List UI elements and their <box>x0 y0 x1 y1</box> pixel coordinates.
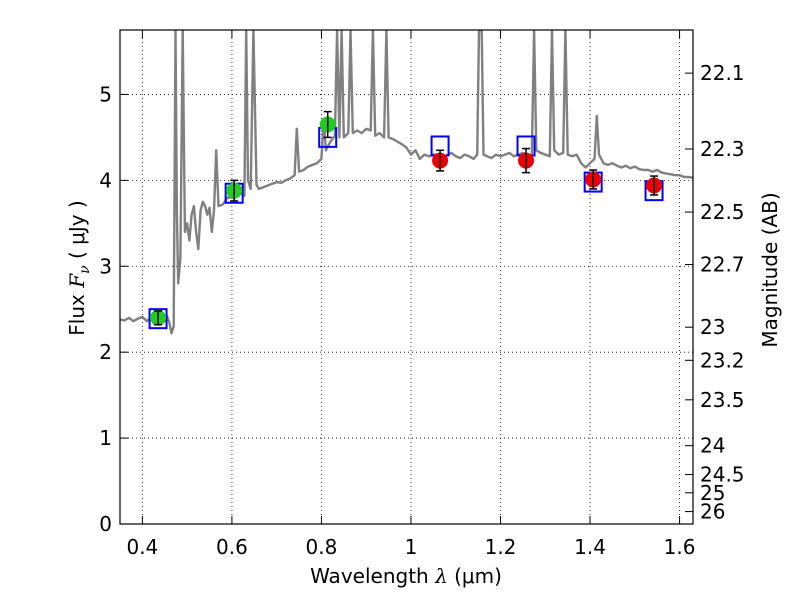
x-axis-label: Wavelength λ (μm) <box>310 564 502 588</box>
y-tick-label-1: 1 <box>99 426 112 450</box>
x-tick-label-4: 1.2 <box>485 535 517 559</box>
observed-flux-points <box>150 110 663 326</box>
y-tick-label-2: 2 <box>99 340 112 364</box>
x-tick-label-1: 0.6 <box>216 535 248 559</box>
y-tick-label-0: 0 <box>99 512 112 536</box>
grid-lines <box>120 30 693 525</box>
model-flux-boxes <box>148 126 664 330</box>
y-tick-label-5: 5 <box>99 82 112 106</box>
plot-frame <box>119 29 694 525</box>
magnitude-tick-label-3: 22.7 <box>700 253 745 277</box>
y-tick-label-4: 4 <box>99 168 112 192</box>
magnitude-tick-label-2: 22.5 <box>700 200 745 224</box>
x-tick-label-0: 0.4 <box>126 535 158 559</box>
x-axis-ticks: 0.4 0.6 0.8 1 1.2 1.4 1.6 <box>126 30 695 559</box>
magnitude-tick-label-8: 24.5 <box>700 463 745 487</box>
x-tick-label-2: 0.8 <box>306 535 338 559</box>
x-tick-label-3: 1 <box>405 535 418 559</box>
magnitude-tick-label-1: 22.3 <box>700 137 745 161</box>
y-tick-label-3: 3 <box>99 254 112 278</box>
model-flux-box-0 <box>148 308 168 330</box>
y-axis-ticks: 0 1 2 3 4 5 <box>99 82 128 536</box>
magnitude-tick-label-0: 22.1 <box>700 61 745 85</box>
magnitude-tick-label-6: 23.5 <box>700 388 745 412</box>
x-tick-label-5: 1.4 <box>574 535 606 559</box>
model-spectrum-line <box>120 30 693 335</box>
magnitude-tick-label-10: 26 <box>700 500 725 524</box>
x-tick-label-6: 1.6 <box>664 535 696 559</box>
magnitude-tick-label-5: 23.2 <box>700 348 745 372</box>
magnitude-axis-label: Magnitude (AB) <box>758 192 782 347</box>
magnitude-tick-label-7: 24 <box>700 434 725 458</box>
magnitude-tick-label-4: 23 <box>700 315 725 339</box>
y-axis-label: Flux Fν ( μJy ) <box>65 200 93 335</box>
magnitude-tick-label-9: 25 <box>700 481 725 505</box>
